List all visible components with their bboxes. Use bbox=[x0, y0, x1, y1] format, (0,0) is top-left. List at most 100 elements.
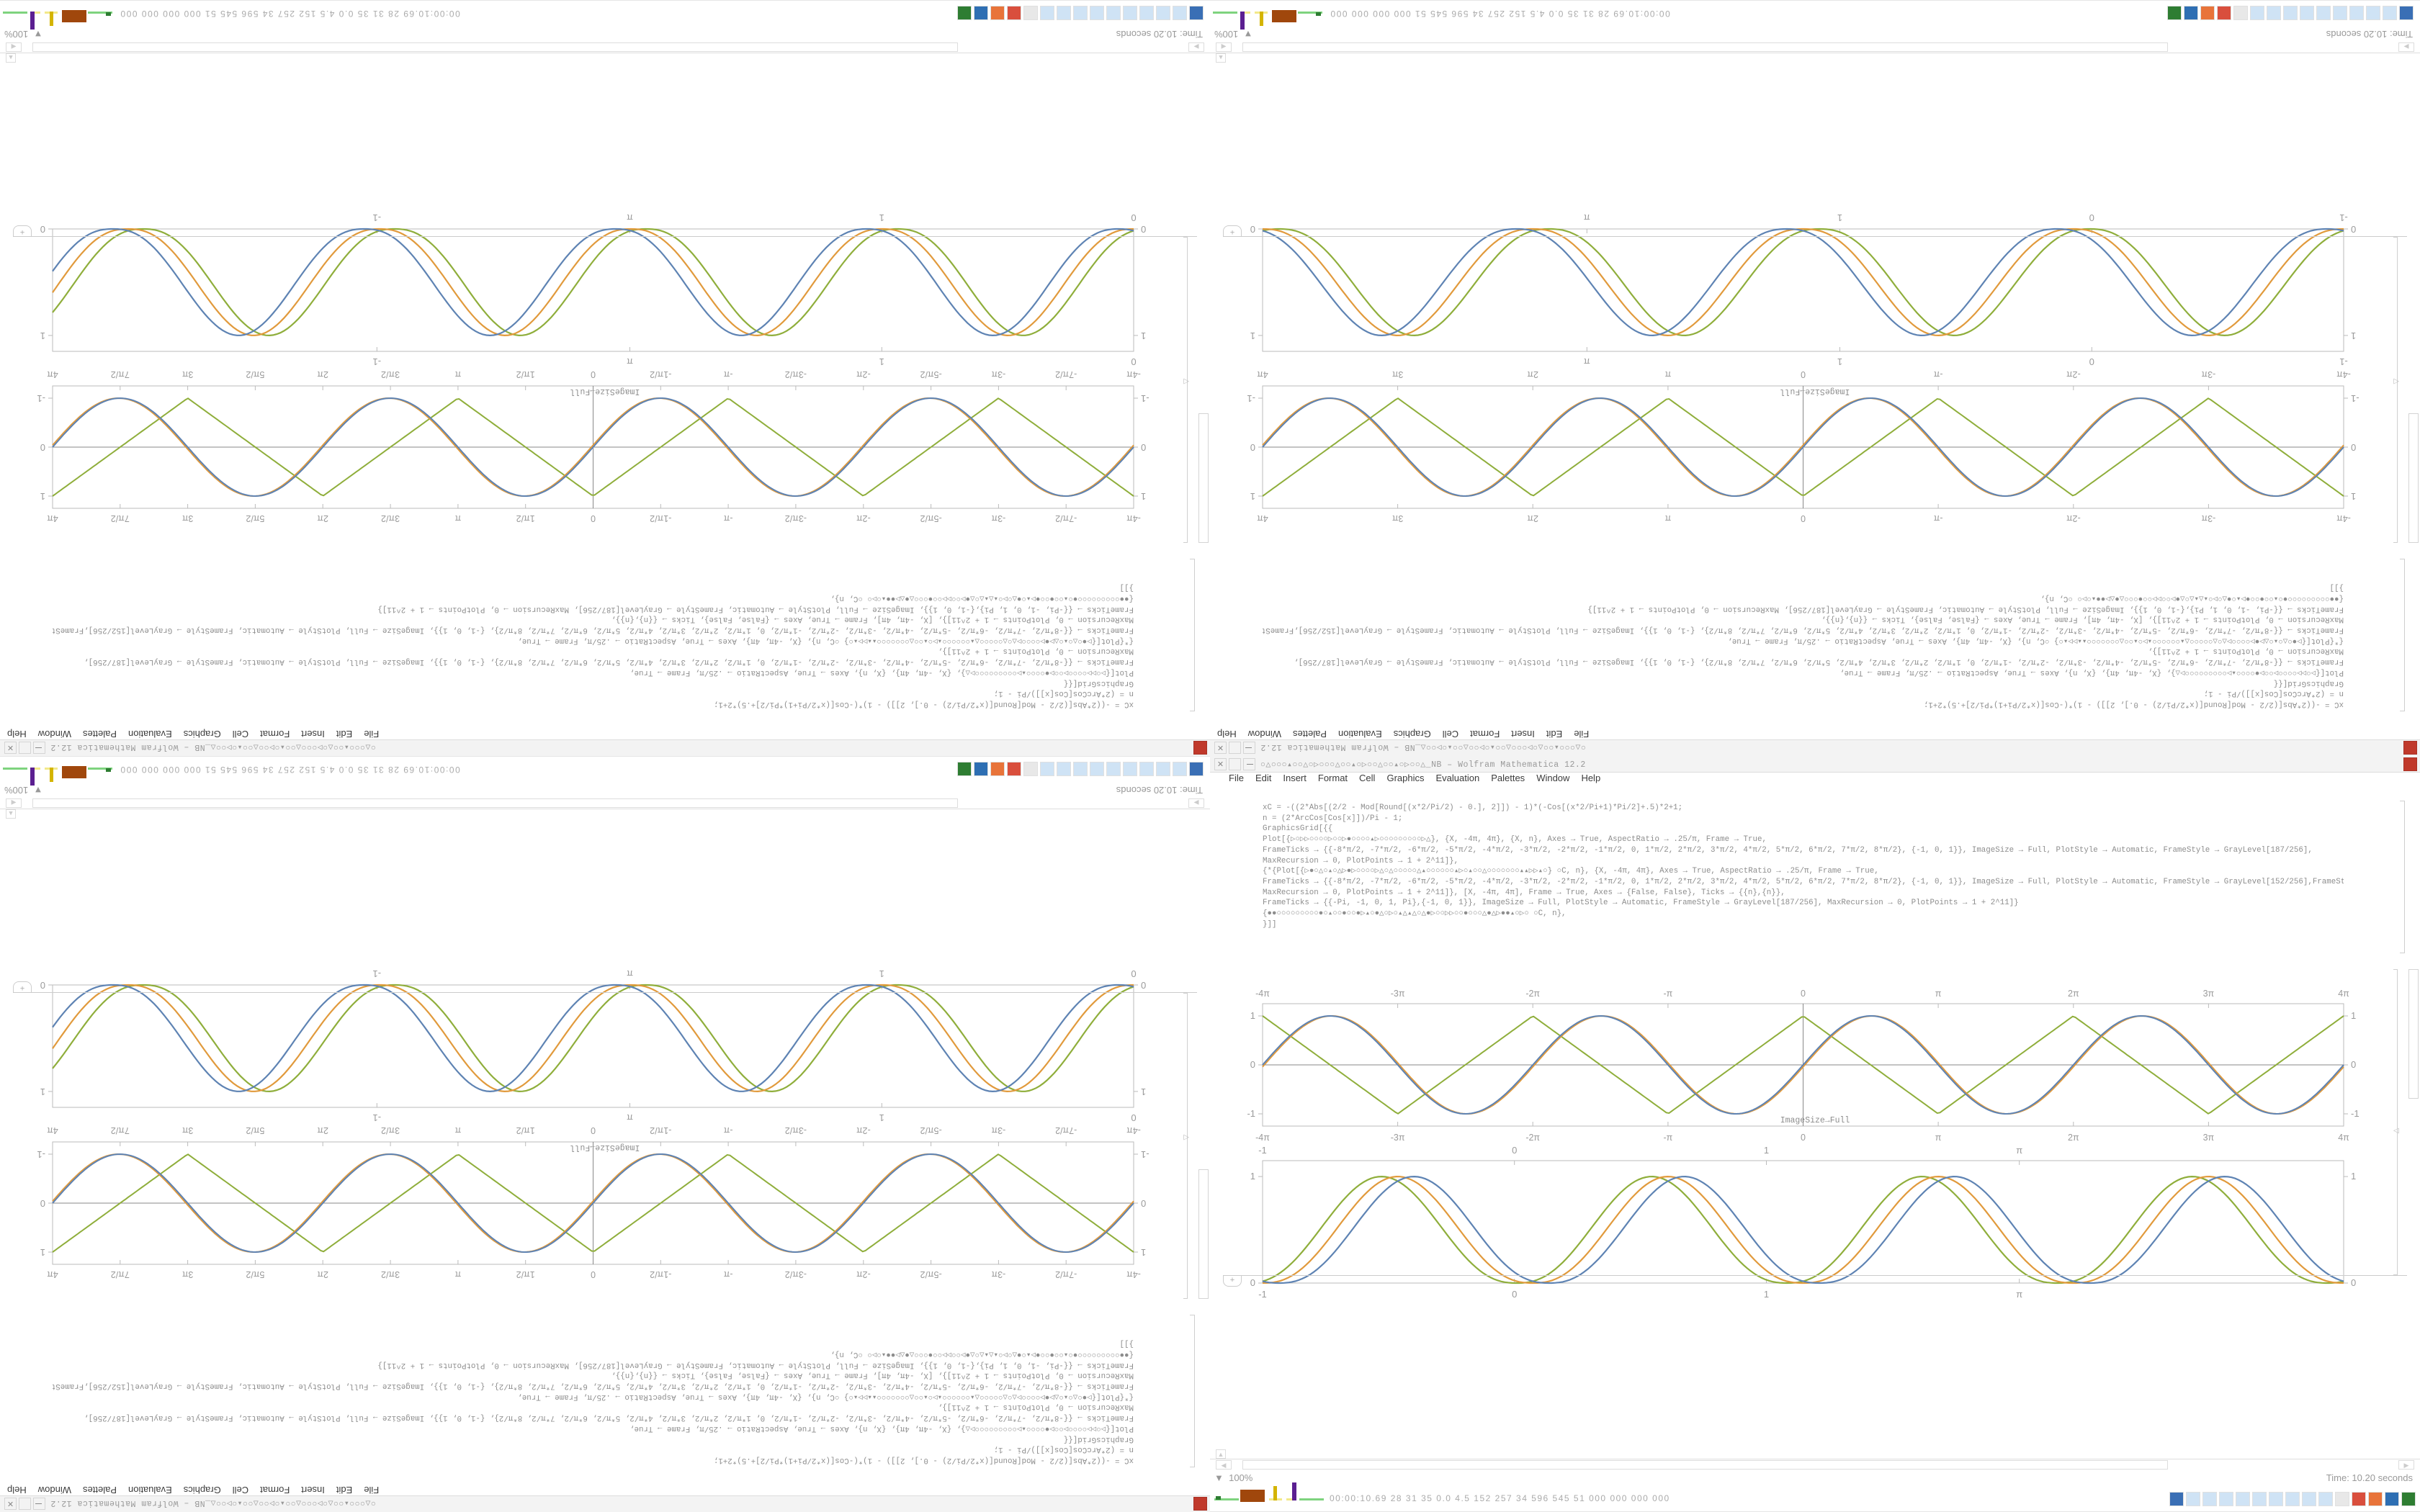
svg-text:-2π: -2π bbox=[856, 1269, 871, 1279]
svg-text:-1: -1 bbox=[373, 968, 382, 979]
svg-text:1: 1 bbox=[1141, 1247, 1146, 1258]
svg-text:4π: 4π bbox=[1257, 369, 1268, 379]
svg-text:0: 0 bbox=[1141, 224, 1146, 235]
svg-text:2π: 2π bbox=[1527, 513, 1538, 523]
svg-text:0: 0 bbox=[1250, 1059, 1255, 1070]
svg-text:π: π bbox=[454, 1125, 461, 1135]
svg-text:0: 0 bbox=[1131, 968, 1136, 979]
svg-text:0: 0 bbox=[40, 980, 45, 991]
svg-text:0: 0 bbox=[2089, 356, 2094, 367]
svg-text:0: 0 bbox=[1801, 513, 1806, 523]
svg-text:1π/2: 1π/2 bbox=[516, 369, 535, 379]
svg-text:-4π: -4π bbox=[2336, 369, 2351, 379]
svg-text:1: 1 bbox=[1837, 356, 1842, 367]
svg-text:2π: 2π bbox=[317, 1125, 328, 1135]
svg-text:3π: 3π bbox=[1392, 369, 1403, 379]
svg-text:3π: 3π bbox=[1392, 513, 1403, 523]
svg-text:3π: 3π bbox=[2203, 989, 2215, 999]
svg-text:1: 1 bbox=[2351, 330, 2356, 341]
svg-text:0: 0 bbox=[2351, 1277, 2356, 1288]
svg-text:0: 0 bbox=[591, 513, 596, 523]
svg-text:3π: 3π bbox=[182, 513, 193, 523]
svg-text:-1: -1 bbox=[2339, 212, 2348, 223]
svg-text:1: 1 bbox=[1764, 1289, 1769, 1300]
svg-text:1: 1 bbox=[40, 1247, 45, 1258]
svg-text:1: 1 bbox=[40, 330, 45, 341]
svg-text:-2π: -2π bbox=[2066, 513, 2081, 523]
svg-text:1: 1 bbox=[879, 968, 884, 979]
svg-text:0: 0 bbox=[591, 1125, 596, 1135]
svg-text:1: 1 bbox=[40, 1086, 45, 1097]
svg-text:0: 0 bbox=[2351, 224, 2356, 235]
svg-text:3π: 3π bbox=[182, 1125, 193, 1135]
svg-text:1π/2: 1π/2 bbox=[516, 1269, 535, 1279]
svg-text:-7π/2: -7π/2 bbox=[1055, 513, 1077, 523]
svg-text:0: 0 bbox=[1250, 442, 1255, 453]
svg-text:2π: 2π bbox=[2068, 1133, 2079, 1143]
svg-text:3π: 3π bbox=[2203, 1133, 2215, 1143]
svg-text:-4π: -4π bbox=[1255, 989, 1270, 999]
svg-text:-7π/2: -7π/2 bbox=[1055, 369, 1077, 379]
svg-text:1: 1 bbox=[40, 491, 45, 502]
svg-text:0: 0 bbox=[1131, 212, 1136, 223]
svg-text:5π/2: 5π/2 bbox=[246, 1269, 264, 1279]
svg-text:0: 0 bbox=[40, 224, 45, 235]
svg-text:3π/2: 3π/2 bbox=[381, 1269, 400, 1279]
svg-text:4π: 4π bbox=[47, 513, 58, 523]
svg-text:-π: -π bbox=[1933, 513, 1942, 523]
svg-text:1: 1 bbox=[2351, 1171, 2356, 1182]
svg-text:3π: 3π bbox=[182, 1269, 193, 1279]
svg-text:-π: -π bbox=[723, 1125, 732, 1135]
svg-text:-1: -1 bbox=[373, 212, 382, 223]
svg-text:0: 0 bbox=[2351, 1059, 2356, 1070]
svg-text:0: 0 bbox=[2351, 442, 2356, 453]
svg-text:0: 0 bbox=[1801, 369, 1806, 379]
svg-text:1: 1 bbox=[1764, 1145, 1769, 1156]
svg-text:1: 1 bbox=[879, 212, 884, 223]
svg-text:0: 0 bbox=[591, 1269, 596, 1279]
svg-text:-5π/2: -5π/2 bbox=[920, 1269, 941, 1279]
svg-text:-4π: -4π bbox=[1126, 1125, 1141, 1135]
svg-text:0: 0 bbox=[1141, 1198, 1146, 1209]
svg-text:1: 1 bbox=[879, 356, 884, 367]
svg-text:1: 1 bbox=[2351, 491, 2356, 502]
svg-text:1π/2: 1π/2 bbox=[516, 513, 535, 523]
svg-text:-1: -1 bbox=[2339, 356, 2348, 367]
svg-text:-3π: -3π bbox=[1391, 1133, 1405, 1143]
svg-text:1: 1 bbox=[1250, 1171, 1255, 1182]
svg-text:-1: -1 bbox=[373, 1112, 382, 1123]
svg-text:-3π/2: -3π/2 bbox=[785, 1125, 807, 1135]
svg-text:0: 0 bbox=[1131, 1112, 1136, 1123]
svg-text:-π: -π bbox=[1664, 989, 1673, 999]
svg-text:7π/2: 7π/2 bbox=[111, 369, 130, 379]
svg-text:-1π/2: -1π/2 bbox=[650, 1125, 671, 1135]
svg-text:1: 1 bbox=[2351, 1010, 2356, 1021]
svg-text:2π: 2π bbox=[2068, 989, 2079, 999]
svg-text:3π/2: 3π/2 bbox=[381, 369, 400, 379]
svg-text:-1π/2: -1π/2 bbox=[650, 1269, 671, 1279]
svg-text:-7π/2: -7π/2 bbox=[1055, 1269, 1077, 1279]
svg-text:π: π bbox=[627, 1112, 633, 1123]
svg-text:-3π: -3π bbox=[1391, 989, 1405, 999]
svg-text:-3π: -3π bbox=[991, 1125, 1005, 1135]
svg-text:-3π: -3π bbox=[2201, 369, 2215, 379]
svg-text:π: π bbox=[627, 212, 633, 223]
svg-text:-2π: -2π bbox=[856, 1125, 871, 1135]
svg-text:2π: 2π bbox=[317, 369, 328, 379]
svg-text:π: π bbox=[1935, 1133, 1942, 1143]
svg-text:7π/2: 7π/2 bbox=[111, 1125, 130, 1135]
svg-text:π: π bbox=[1584, 356, 1590, 367]
svg-text:-1π/2: -1π/2 bbox=[650, 513, 671, 523]
svg-text:4π: 4π bbox=[47, 1269, 58, 1279]
svg-text:1: 1 bbox=[879, 1112, 884, 1123]
svg-text:-3π: -3π bbox=[2201, 513, 2215, 523]
svg-text:3π: 3π bbox=[182, 369, 193, 379]
svg-text:π: π bbox=[1664, 513, 1671, 523]
svg-text:-4π: -4π bbox=[1255, 1133, 1270, 1143]
svg-text:1π/2: 1π/2 bbox=[516, 1125, 535, 1135]
svg-text:-3π/2: -3π/2 bbox=[785, 369, 807, 379]
svg-text:4π: 4π bbox=[2338, 989, 2349, 999]
svg-text:2π: 2π bbox=[317, 1269, 328, 1279]
svg-text:0: 0 bbox=[2089, 212, 2094, 223]
svg-text:π: π bbox=[1664, 369, 1671, 379]
